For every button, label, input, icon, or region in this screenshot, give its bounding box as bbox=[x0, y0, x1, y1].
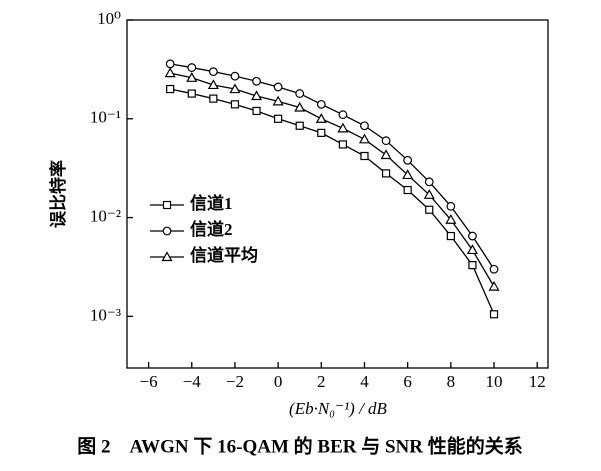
marker bbox=[489, 264, 499, 274]
x-tick-label: −4 bbox=[183, 372, 202, 391]
legend-label: 信道2 bbox=[190, 219, 233, 239]
legend-marker bbox=[161, 251, 173, 262]
x-tick-label: 4 bbox=[360, 372, 369, 391]
marker bbox=[272, 95, 284, 106]
marker bbox=[294, 101, 306, 112]
chart-title: 图 2 AWGN 下 16-QAM 的 BER 与 SNR 性能的关系 bbox=[77, 434, 522, 457]
marker bbox=[337, 122, 349, 133]
marker bbox=[380, 149, 392, 160]
series-line bbox=[170, 72, 495, 287]
series-line bbox=[170, 88, 495, 315]
marker bbox=[273, 82, 283, 92]
marker bbox=[229, 83, 241, 94]
legend-label: 信道1 bbox=[190, 193, 233, 213]
marker bbox=[403, 185, 412, 195]
x-tick-label: 10 bbox=[486, 372, 503, 391]
legend-marker bbox=[162, 226, 172, 236]
marker bbox=[315, 113, 327, 123]
x-tick-label: −2 bbox=[226, 372, 244, 391]
legend-marker bbox=[162, 200, 172, 210]
marker bbox=[338, 110, 348, 120]
marker bbox=[489, 310, 499, 319]
marker bbox=[295, 121, 304, 130]
marker bbox=[424, 177, 434, 187]
series-line bbox=[170, 63, 495, 270]
marker bbox=[338, 140, 347, 149]
marker bbox=[209, 94, 218, 103]
x-tick-label: 6 bbox=[403, 372, 412, 391]
marker bbox=[252, 106, 261, 116]
marker bbox=[358, 133, 371, 144]
marker bbox=[402, 169, 414, 180]
y-tick-label: 10⁻² bbox=[90, 206, 121, 225]
marker bbox=[423, 189, 435, 199]
x-tick-label: 0 bbox=[274, 372, 283, 391]
marker bbox=[295, 89, 305, 98]
marker bbox=[445, 214, 457, 224]
x-tick-label: 12 bbox=[529, 372, 546, 391]
marker bbox=[187, 89, 196, 98]
marker bbox=[446, 201, 456, 211]
marker bbox=[360, 121, 369, 131]
marker bbox=[403, 155, 413, 165]
marker bbox=[316, 99, 326, 109]
marker bbox=[468, 261, 477, 270]
x-tick-label: 8 bbox=[447, 372, 456, 391]
plot-frame bbox=[126, 19, 549, 369]
marker bbox=[488, 280, 500, 291]
marker bbox=[166, 84, 175, 94]
marker bbox=[251, 90, 263, 101]
marker bbox=[274, 114, 283, 123]
marker bbox=[425, 205, 434, 214]
marker bbox=[466, 244, 478, 255]
x-tick-label: −6 bbox=[140, 372, 158, 391]
marker bbox=[230, 71, 240, 81]
marker bbox=[381, 136, 391, 146]
marker bbox=[230, 100, 240, 109]
marker bbox=[446, 231, 455, 241]
x-axis-label: (Eb·N₀⁻¹) / dB bbox=[289, 399, 387, 418]
marker bbox=[164, 67, 176, 78]
marker bbox=[165, 59, 175, 69]
x-tick-label: 2 bbox=[317, 372, 326, 391]
marker bbox=[381, 169, 391, 178]
marker bbox=[317, 128, 326, 137]
y-tick-label: 10⁰ bbox=[97, 9, 121, 28]
marker bbox=[186, 72, 198, 82]
legend-label: 信道平均 bbox=[190, 245, 258, 265]
y-axis-label: 误比特率 bbox=[48, 160, 68, 228]
y-tick-label: 10⁻¹ bbox=[90, 108, 121, 127]
marker bbox=[252, 76, 261, 86]
marker bbox=[360, 151, 369, 161]
marker bbox=[207, 79, 219, 90]
marker bbox=[468, 231, 477, 241]
marker bbox=[187, 63, 197, 72]
y-tick-label: 10⁻³ bbox=[90, 305, 121, 324]
marker bbox=[208, 67, 218, 77]
